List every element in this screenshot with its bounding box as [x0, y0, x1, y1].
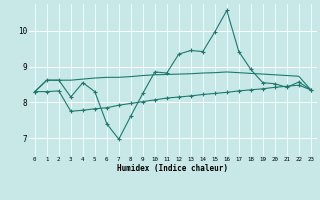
X-axis label: Humidex (Indice chaleur): Humidex (Indice chaleur) — [117, 164, 228, 173]
